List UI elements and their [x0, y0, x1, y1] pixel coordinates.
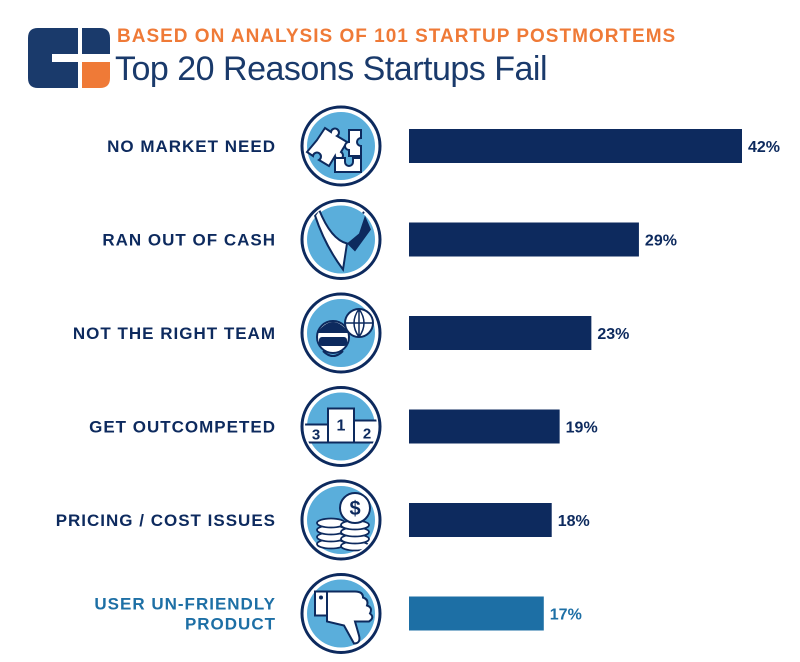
- category-label: RAN OUT OF CASH: [102, 231, 276, 250]
- value-label: 18%: [558, 513, 590, 530]
- chart-subtitle: BASED ON ANALYSIS OF 101 STARTUP POSTMOR…: [117, 26, 677, 47]
- coins-icon: $: [300, 479, 382, 561]
- chart-title: Top 20 Reasons Startups Fail: [115, 50, 548, 88]
- bar: [409, 503, 552, 537]
- brand-logo-icon: [28, 28, 110, 88]
- podium-first-number: 1: [337, 418, 346, 435]
- value-label: 23%: [597, 326, 629, 343]
- category-label: GET OUTCOMPETED: [89, 418, 276, 437]
- cash-drain-icon: [300, 199, 382, 280]
- value-label: 29%: [645, 233, 677, 250]
- value-label: 42%: [748, 139, 780, 156]
- category-label: NO MARKET NEED: [107, 137, 276, 156]
- bar: [409, 596, 544, 631]
- value-label: 17%: [550, 607, 582, 624]
- bar: [409, 222, 639, 257]
- value-label: 19%: [566, 420, 598, 437]
- bar: [409, 129, 742, 163]
- team-icon: [300, 292, 382, 374]
- thumbs-down-icon: [300, 573, 382, 654]
- chart-header: BASED ON ANALYSIS OF 101 STARTUP POSTMOR…: [0, 0, 800, 100]
- podium-icon: 13 2: [300, 386, 382, 467]
- category-label: PRICING / COST ISSUES: [56, 511, 276, 530]
- bar: [409, 409, 560, 444]
- dollar-sign-icon: $: [349, 498, 360, 520]
- podium-third-number: 3: [312, 427, 320, 444]
- podium-second-number: 2: [363, 426, 371, 443]
- category-label: NOT THE RIGHT TEAM: [73, 324, 276, 343]
- category-label: USER UN-FRIENDLY PRODUCT: [94, 595, 276, 634]
- puzzle-icon: [300, 105, 382, 187]
- bar: [409, 316, 592, 350]
